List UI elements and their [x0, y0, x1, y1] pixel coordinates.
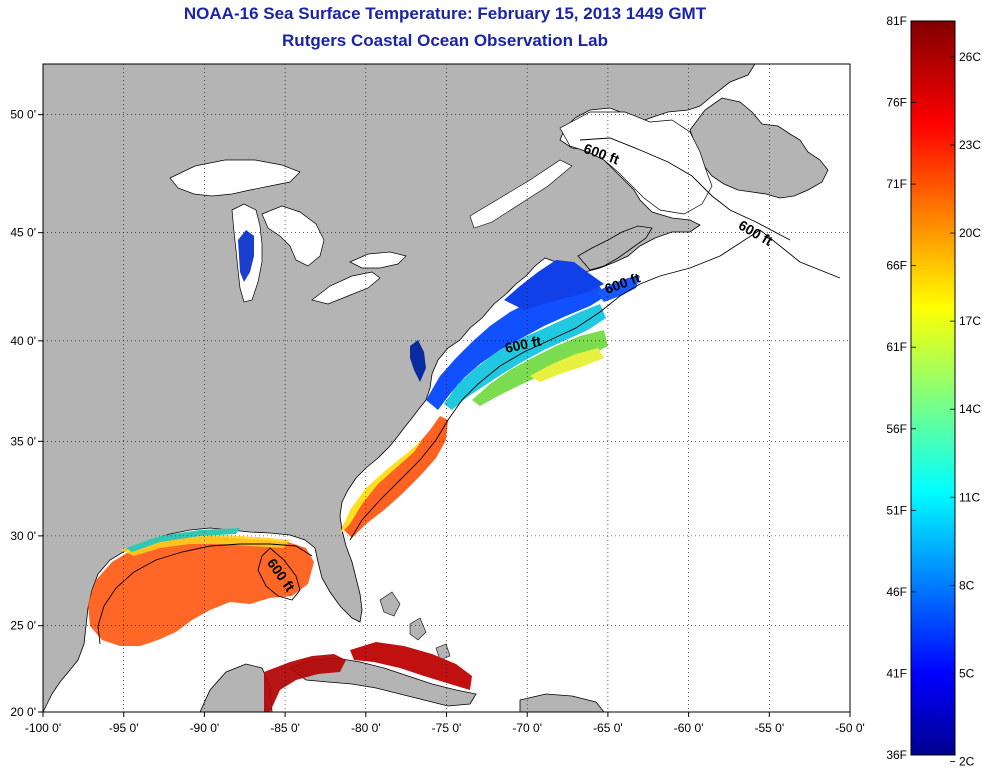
colorbar-c-label: 17C — [959, 314, 981, 328]
colorbar-f-label: 76F — [886, 96, 907, 110]
colorbar-c-label: 11C — [959, 490, 980, 504]
colorbar-c-label: 8C — [959, 578, 975, 592]
colorbar-f-label: 56F — [886, 422, 907, 436]
lon-tick-label: -100 0' — [25, 721, 61, 735]
contour-600ft-gulf — [97, 543, 313, 645]
contour-600ft-gulf-loop — [257, 547, 301, 601]
latitude-axis: 20 0' 25 0' 30 0' 35 0' 40 0' 45 0' 50 0' — [10, 108, 43, 719]
sst-mid-atlantic-blue — [426, 284, 606, 410]
lake-michigan-sst — [238, 230, 254, 282]
lon-tick-label: -95 0' — [109, 721, 139, 735]
sst-gulf-coast-teal — [126, 528, 240, 552]
colorbar-f-label: 51F — [886, 503, 907, 517]
lat-tick-label: 30 0' — [10, 529, 36, 543]
st-lawrence-estuary — [469, 159, 573, 229]
colorbar-c-label: 20C — [959, 226, 981, 240]
land-nova-scotia — [577, 225, 653, 271]
colorbar-f-label: 41F — [886, 666, 907, 680]
colorbar-f-label: 71F — [886, 177, 907, 191]
lon-tick-label: -75 0' — [432, 721, 462, 735]
lon-tick-label: -50 0' — [835, 721, 865, 735]
lake-ontario — [349, 251, 407, 269]
lon-tick-label: -65 0' — [593, 721, 623, 735]
sst-shelf-cyan — [444, 304, 606, 410]
sst-gulf-of-maine-blue — [504, 260, 604, 310]
colorbar-f-label: 36F — [886, 748, 907, 762]
sst-slope-green — [472, 330, 608, 406]
sst-slope-yellow — [530, 348, 604, 382]
lon-tick-label: -90 0' — [190, 721, 220, 735]
gulf-of-st-lawrence — [559, 111, 713, 215]
lat-tick-label: 40 0' — [10, 334, 36, 348]
contour-600ft-st-lawrence — [579, 137, 791, 241]
contour-label-600ft: 600 ft — [503, 333, 542, 356]
lat-tick-label: 25 0' — [10, 619, 36, 633]
land-north-america — [43, 64, 756, 712]
lon-tick-label: -85 0' — [270, 721, 300, 735]
colorbar-f-label: 46F — [886, 585, 907, 599]
colorbar — [910, 20, 956, 756]
lon-tick-label: -60 0' — [674, 721, 704, 735]
lat-tick-label: 20 0' — [10, 705, 36, 719]
sst-chesapeake — [410, 340, 426, 382]
lat-tick-label: 35 0' — [10, 434, 36, 448]
sst-gulf-of-mexico — [88, 536, 314, 646]
map-subtitle: Rutgers Coastal Ocean Observation Lab — [282, 31, 608, 50]
lake-huron — [261, 205, 325, 267]
lon-tick-label: -80 0' — [351, 721, 381, 735]
colorbar-f-label: 61F — [886, 340, 907, 354]
colorbar-c-label: 23C — [959, 138, 981, 152]
colorbar-f-label: 66F — [886, 259, 907, 273]
colorbar-f-label: 81F — [886, 14, 907, 28]
colorbar-celsius-labels: 2C 5C 8C 11C 14C 17C 20C 23C 26C — [950, 50, 981, 769]
sst-nova-scotia-blue — [596, 276, 640, 302]
contour-600ft-atlantic — [349, 229, 841, 541]
colorbar-c-label: 14C — [959, 402, 981, 416]
lon-tick-label: -55 0' — [754, 721, 784, 735]
lat-tick-label: 45 0' — [10, 226, 36, 240]
colorbar-c-label: 26C — [959, 50, 981, 64]
lake-superior — [169, 159, 301, 197]
sst-gulf-stream — [342, 416, 448, 538]
lake-erie — [311, 271, 381, 305]
sst-se-shelf-yellow — [340, 440, 422, 534]
colorbar-c-label: 2C — [959, 755, 975, 769]
lat-tick-label: 50 0' — [10, 108, 36, 122]
land-newfoundland — [689, 97, 829, 199]
map-title: NOAA-16 Sea Surface Temperature: Februar… — [183, 4, 707, 23]
colorbar-c-label: 5C — [959, 666, 975, 680]
lon-tick-label: -70 0' — [512, 721, 542, 735]
longitude-axis: -100 0' -95 0' -90 0' -85 0' -80 0' -75 0' -70… — [25, 712, 865, 735]
land-hispaniola — [519, 693, 605, 712]
sst-north-cuba — [350, 642, 472, 690]
colorbar-fahrenheit-labels: 36F 41F 46F 51F 56F 61F 66F 71F 76F 81F — [886, 14, 916, 762]
sst-caribbean — [264, 654, 346, 712]
graticule — [43, 64, 850, 712]
